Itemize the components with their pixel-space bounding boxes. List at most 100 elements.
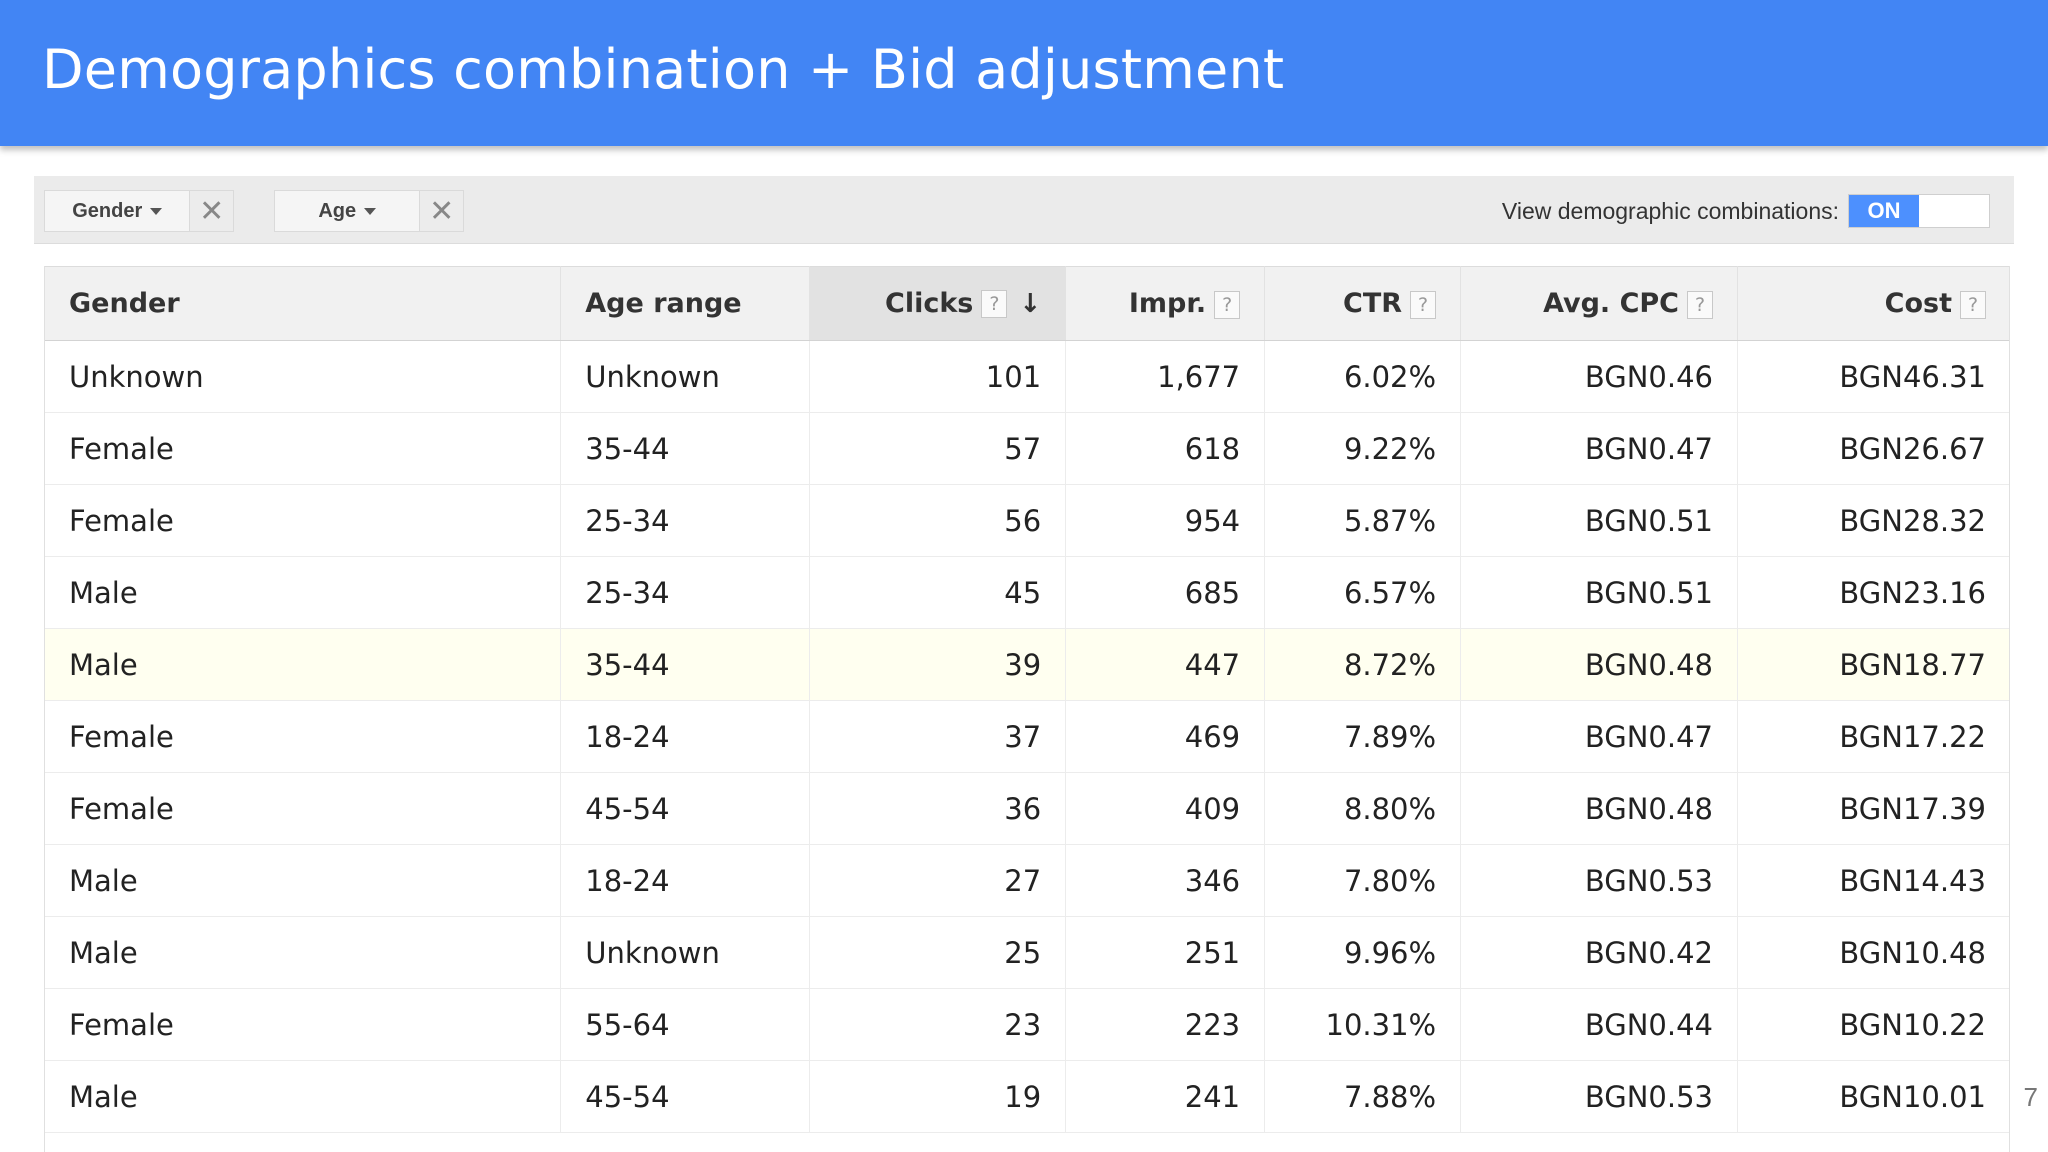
cost-cell: BGN14.43: [1737, 844, 2009, 917]
age-filter-label: Age: [318, 199, 357, 222]
gender-cell: Female: [45, 412, 562, 485]
cost-cell: BGN26.67: [1737, 412, 2009, 485]
avg-cpc-cell: BGN0.51: [1460, 556, 1738, 629]
ctr-cell: 6.02%: [1264, 340, 1462, 413]
clicks-cell: 57: [809, 412, 1067, 485]
age-filter-chip: Age ✕: [274, 190, 464, 232]
gender-cell: Female: [45, 988, 562, 1061]
gender-cell: Male: [45, 844, 562, 917]
age-range-cell: 18-24: [560, 844, 811, 917]
column-header-cost[interactable]: Cost?: [1737, 266, 2009, 341]
sort-descending-icon: ↓: [1019, 289, 1042, 320]
column-header-clicks[interactable]: Clicks? ↓: [809, 266, 1067, 341]
avg-cpc-cell: BGN0.51: [1460, 484, 1738, 557]
cost-cell: BGN17.39: [1737, 772, 2009, 845]
impressions-cell: 954: [1065, 484, 1266, 557]
ctr-cell: 9.22%: [1264, 412, 1462, 485]
toggle-on-state: ON: [1849, 195, 1919, 227]
ctr-cell: 5.87%: [1264, 484, 1462, 557]
impressions-cell: 409: [1065, 772, 1266, 845]
column-header-label: Gender: [69, 288, 180, 319]
table-row[interactable]: Male 35-44 39 447 8.72% BGN0.48 BGN18.77: [45, 628, 2009, 701]
gender-cell: Unknown: [45, 340, 562, 413]
ctr-cell: 7.88%: [1264, 1060, 1462, 1133]
table-row[interactable]: Female 45-54 36 409 8.80% BGN0.48 BGN17.39: [45, 772, 2009, 845]
cost-cell: BGN23.16: [1737, 556, 2009, 629]
demographic-combinations-label: View demographic combinations:: [1501, 198, 1839, 224]
cost-cell: BGN46.31: [1737, 340, 2009, 413]
table-row[interactable]: Male Unknown 25 251 9.96% BGN0.42 BGN10.48: [45, 916, 2009, 989]
gender-filter-chip: Gender ✕: [44, 190, 234, 232]
avg-cpc-cell: BGN0.47: [1460, 412, 1738, 485]
avg-cpc-cell: BGN0.44: [1460, 988, 1738, 1061]
help-icon[interactable]: ?: [1960, 290, 1986, 319]
help-icon[interactable]: ?: [1214, 290, 1241, 319]
chevron-down-icon: [364, 207, 377, 215]
help-icon[interactable]: ?: [1687, 290, 1713, 319]
filter-toolbar: Gender ✕ Age ✕ View demographic combinat…: [34, 176, 2014, 244]
impressions-cell: 469: [1065, 700, 1266, 773]
gender-cell: Female: [45, 484, 562, 557]
gender-filter-dropdown[interactable]: Gender: [45, 191, 189, 231]
table-body: Unknown Unknown 101 1,677 6.02% BGN0.46 BGN46.…: [45, 340, 2009, 1133]
table-row[interactable]: Unknown Unknown 101 1,677 6.02% BGN0.46 BGN46.…: [45, 340, 2009, 413]
column-header-label: Impr.: [1128, 288, 1207, 319]
age-range-cell: Unknown: [560, 916, 811, 989]
column-header-gender[interactable]: Gender: [45, 266, 562, 341]
cost-cell: BGN17.22: [1737, 700, 2009, 773]
ctr-cell: 7.80%: [1264, 844, 1462, 917]
clicks-cell: 39: [809, 628, 1067, 701]
gender-cell: Male: [45, 916, 562, 989]
gender-cell: Female: [45, 772, 562, 845]
column-header-label: Cost: [1884, 288, 1952, 319]
clicks-cell: 27: [809, 844, 1067, 917]
column-header-avg-cpc[interactable]: Avg. CPC?: [1460, 266, 1738, 341]
table-row[interactable]: Male 25-34 45 685 6.57% BGN0.51 BGN23.16: [45, 556, 2009, 629]
impressions-cell: 346: [1065, 844, 1266, 917]
column-header-label: Clicks: [885, 287, 974, 319]
table-row[interactable]: Female 55-64 23 223 10.31% BGN0.44 BGN10.22: [45, 988, 2009, 1061]
demographic-combinations-toggle[interactable]: ON: [1848, 194, 1990, 228]
impressions-cell: 618: [1065, 412, 1266, 485]
column-header-label: Avg. CPC: [1543, 288, 1679, 319]
avg-cpc-cell: BGN0.48: [1460, 772, 1738, 845]
clicks-cell: 25: [809, 916, 1067, 989]
table-row[interactable]: Female 35-44 57 618 9.22% BGN0.47 BGN26.67: [45, 412, 2009, 485]
slide-header: Demographics combination + Bid adjustmen…: [0, 0, 2048, 146]
table-row[interactable]: Male 45-54 19 241 7.88% BGN0.53 BGN10.01: [45, 1060, 2009, 1133]
table-row[interactable]: Male 18-24 27 346 7.80% BGN0.53 BGN14.43: [45, 844, 2009, 917]
column-header-impressions[interactable]: Impr.?: [1065, 266, 1266, 341]
column-header-ctr[interactable]: CTR?: [1264, 266, 1462, 341]
ctr-cell: 10.31%: [1264, 988, 1462, 1061]
age-range-cell: 35-44: [560, 628, 811, 701]
help-icon[interactable]: ?: [1410, 290, 1437, 319]
clicks-cell: 37: [809, 700, 1067, 773]
table-row[interactable]: Female 18-24 37 469 7.89% BGN0.47 BGN17.22: [45, 700, 2009, 773]
avg-cpc-cell: BGN0.47: [1460, 700, 1738, 773]
remove-gender-filter-close-icon[interactable]: ✕: [189, 191, 233, 231]
age-range-cell: 45-54: [560, 1060, 811, 1133]
column-header-age-range[interactable]: Age range: [560, 266, 811, 341]
remove-age-filter-close-icon[interactable]: ✕: [419, 191, 463, 231]
age-range-cell: 45-54: [560, 772, 811, 845]
clicks-cell: 19: [809, 1060, 1067, 1133]
table-row[interactable]: Female 25-34 56 954 5.87% BGN0.51 BGN28.32: [45, 484, 2009, 557]
help-icon[interactable]: ?: [981, 290, 1008, 319]
cost-cell: BGN10.01: [1737, 1060, 2009, 1133]
chevron-down-icon: [150, 207, 163, 215]
impressions-cell: 685: [1065, 556, 1266, 629]
gender-filter-label: Gender: [72, 199, 143, 222]
age-range-cell: 25-34: [560, 484, 811, 557]
age-range-cell: 35-44: [560, 412, 811, 485]
cost-cell: BGN10.48: [1737, 916, 2009, 989]
ctr-cell: 8.72%: [1264, 628, 1462, 701]
impressions-cell: 1,677: [1065, 340, 1266, 413]
ctr-cell: 8.80%: [1264, 772, 1462, 845]
demographics-table: Gender Age range Clicks? ↓ Impr.? CTR? Av…: [45, 266, 2009, 1133]
age-filter-dropdown[interactable]: Age: [275, 191, 419, 231]
age-range-cell: 55-64: [560, 988, 811, 1061]
avg-cpc-cell: BGN0.46: [1460, 340, 1738, 413]
cost-cell: BGN10.22: [1737, 988, 2009, 1061]
age-range-cell: 18-24: [560, 700, 811, 773]
column-header-label: Age range: [585, 288, 742, 319]
